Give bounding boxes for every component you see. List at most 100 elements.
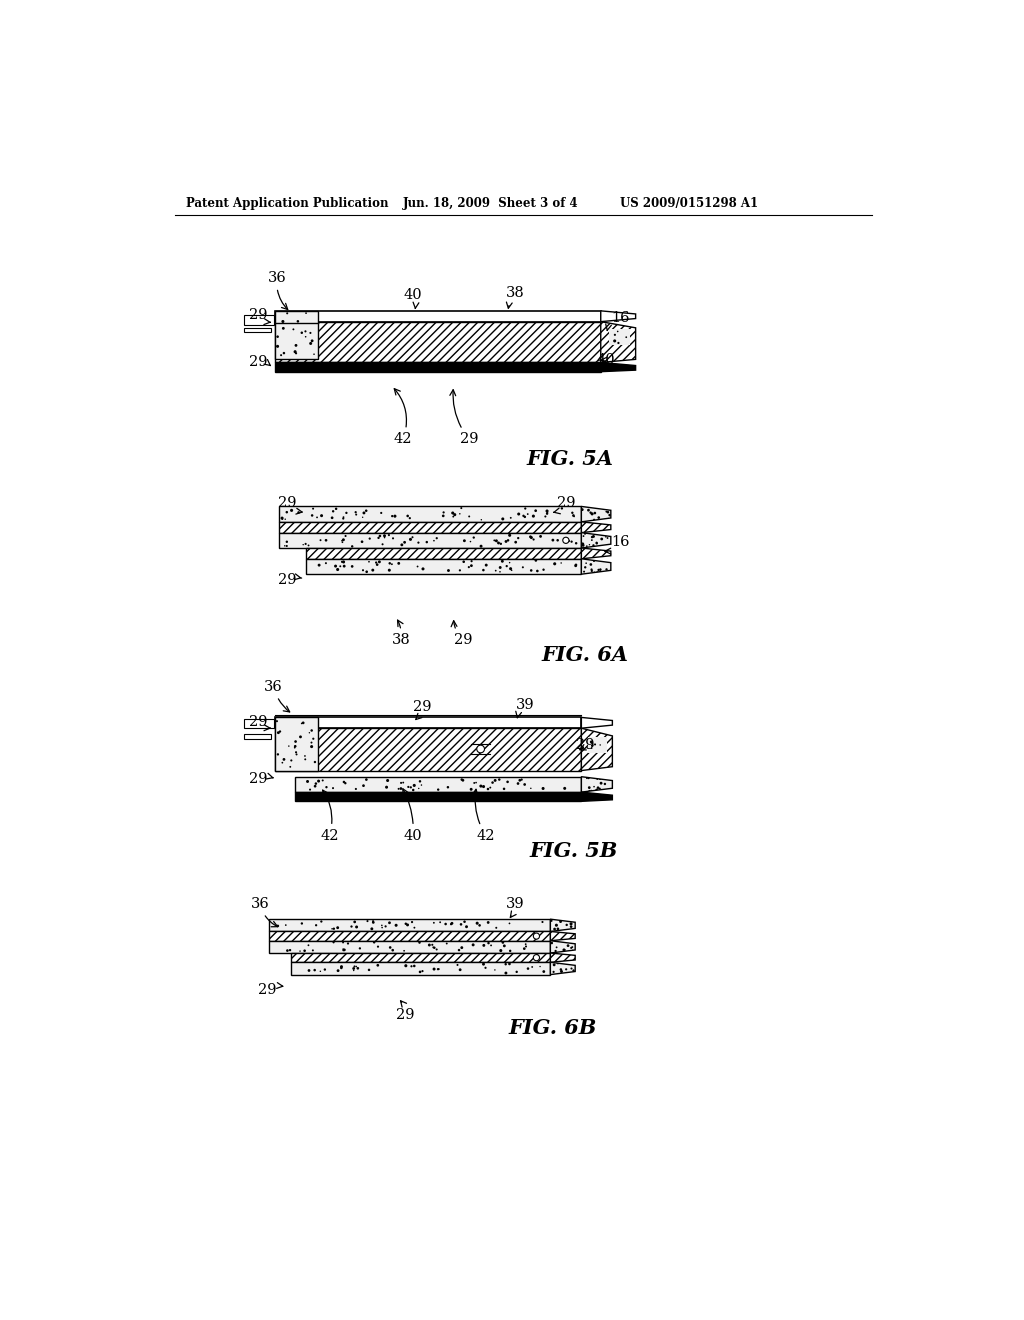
Point — [445, 506, 462, 527]
Bar — [275, 363, 601, 372]
Point — [536, 961, 552, 982]
Point — [581, 777, 597, 799]
Point — [370, 954, 386, 975]
Bar — [280, 532, 582, 548]
Point — [366, 932, 382, 953]
Point — [469, 912, 485, 933]
Point — [586, 550, 602, 572]
Text: 29: 29 — [249, 772, 273, 785]
Text: FIG. 5A: FIG. 5A — [526, 449, 613, 469]
Point — [584, 738, 600, 759]
Bar — [245, 719, 273, 729]
Point — [401, 508, 418, 529]
Polygon shape — [550, 941, 575, 953]
Point — [546, 961, 562, 982]
Point — [334, 552, 350, 573]
Point — [464, 550, 480, 572]
Point — [487, 770, 504, 791]
Point — [288, 335, 304, 356]
Point — [510, 774, 526, 795]
Point — [390, 553, 407, 574]
Point — [430, 958, 446, 979]
Text: 42: 42 — [321, 791, 339, 843]
Point — [275, 343, 292, 364]
Point — [348, 779, 365, 800]
Point — [428, 939, 444, 960]
Point — [302, 322, 318, 343]
Point — [586, 562, 602, 583]
Point — [335, 932, 351, 953]
Point — [488, 917, 505, 939]
Point — [348, 504, 365, 525]
Bar — [280, 507, 582, 521]
Point — [399, 506, 416, 527]
Point — [583, 554, 599, 576]
Point — [366, 912, 382, 933]
Point — [591, 507, 607, 528]
Point — [532, 525, 549, 546]
Point — [410, 556, 426, 577]
Point — [582, 780, 598, 801]
Point — [279, 536, 295, 557]
Point — [404, 527, 421, 548]
Point — [415, 961, 431, 982]
Circle shape — [534, 933, 540, 940]
Point — [297, 533, 313, 554]
Polygon shape — [601, 322, 636, 363]
Point — [515, 557, 531, 578]
Point — [309, 507, 326, 528]
Point — [598, 510, 614, 531]
Point — [503, 507, 519, 528]
Point — [375, 533, 391, 554]
Point — [313, 911, 330, 932]
Circle shape — [534, 954, 540, 961]
Point — [578, 557, 594, 578]
Point — [563, 913, 580, 935]
Text: FIG. 6B: FIG. 6B — [509, 1019, 597, 1039]
Polygon shape — [582, 718, 612, 729]
Point — [539, 502, 555, 523]
Point — [450, 954, 466, 975]
Point — [519, 503, 536, 524]
Point — [336, 771, 352, 792]
Point — [601, 504, 617, 525]
Point — [400, 776, 417, 797]
Point — [368, 552, 384, 573]
Point — [273, 345, 290, 366]
Point — [288, 731, 304, 752]
Point — [499, 556, 515, 577]
Point — [411, 777, 427, 799]
Point — [520, 958, 537, 979]
Point — [312, 961, 329, 982]
Polygon shape — [582, 521, 611, 533]
Point — [457, 531, 473, 552]
Bar — [269, 919, 550, 932]
Point — [508, 532, 524, 553]
Point — [457, 911, 473, 932]
Point — [396, 532, 413, 553]
Point — [287, 735, 303, 756]
Point — [575, 561, 592, 582]
Point — [539, 500, 555, 521]
Point — [610, 333, 627, 354]
Point — [524, 957, 541, 978]
Point — [302, 779, 318, 800]
Point — [351, 937, 368, 958]
Text: 38: 38 — [391, 620, 411, 647]
Point — [595, 498, 611, 519]
Point — [354, 560, 371, 581]
Point — [344, 556, 360, 577]
Point — [303, 737, 319, 758]
Point — [435, 506, 452, 527]
Text: 39: 39 — [506, 896, 525, 917]
Text: 42: 42 — [394, 388, 413, 446]
Point — [536, 560, 552, 581]
Point — [584, 561, 600, 582]
Point — [300, 935, 316, 956]
Point — [295, 535, 311, 556]
Point — [488, 531, 505, 552]
Point — [463, 556, 479, 577]
Point — [492, 770, 508, 791]
Point — [446, 504, 463, 525]
Point — [308, 915, 325, 936]
